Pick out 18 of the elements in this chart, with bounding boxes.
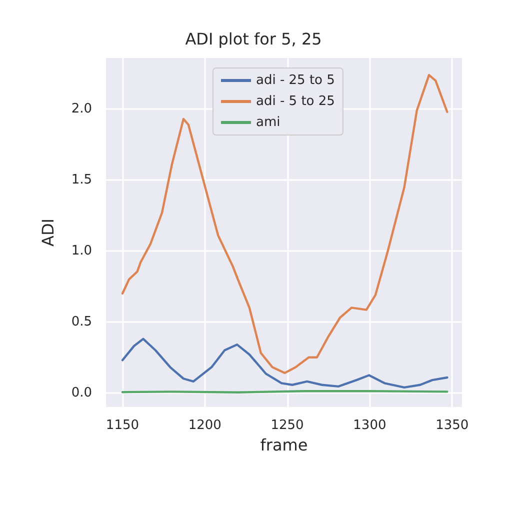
x-tick-label: 1300 — [353, 418, 386, 433]
legend-label: adi - 5 to 25 — [256, 94, 335, 109]
chart-title: ADI plot for 5, 25 — [185, 30, 322, 48]
legend-label: ami — [256, 115, 280, 130]
y-tick-label: 1.5 — [71, 172, 92, 188]
y-tick-label: 0.5 — [71, 314, 92, 330]
x-axis-title: frame — [260, 436, 308, 454]
y-tick-label: 1.0 — [71, 243, 92, 258]
y-axis-title: ADI — [38, 218, 58, 246]
x-tick-label: 1200 — [188, 418, 222, 433]
y-tick-label: 0.0 — [71, 385, 92, 400]
y-tick-label: 2.0 — [71, 102, 92, 117]
x-tick-label: 1250 — [270, 418, 304, 433]
x-tick-label: 1150 — [106, 418, 140, 433]
x-tick-label: 1350 — [436, 418, 469, 433]
legend-label: adi - 25 to 5 — [256, 73, 335, 88]
line-series — [121, 74, 448, 374]
line-series — [121, 338, 448, 389]
